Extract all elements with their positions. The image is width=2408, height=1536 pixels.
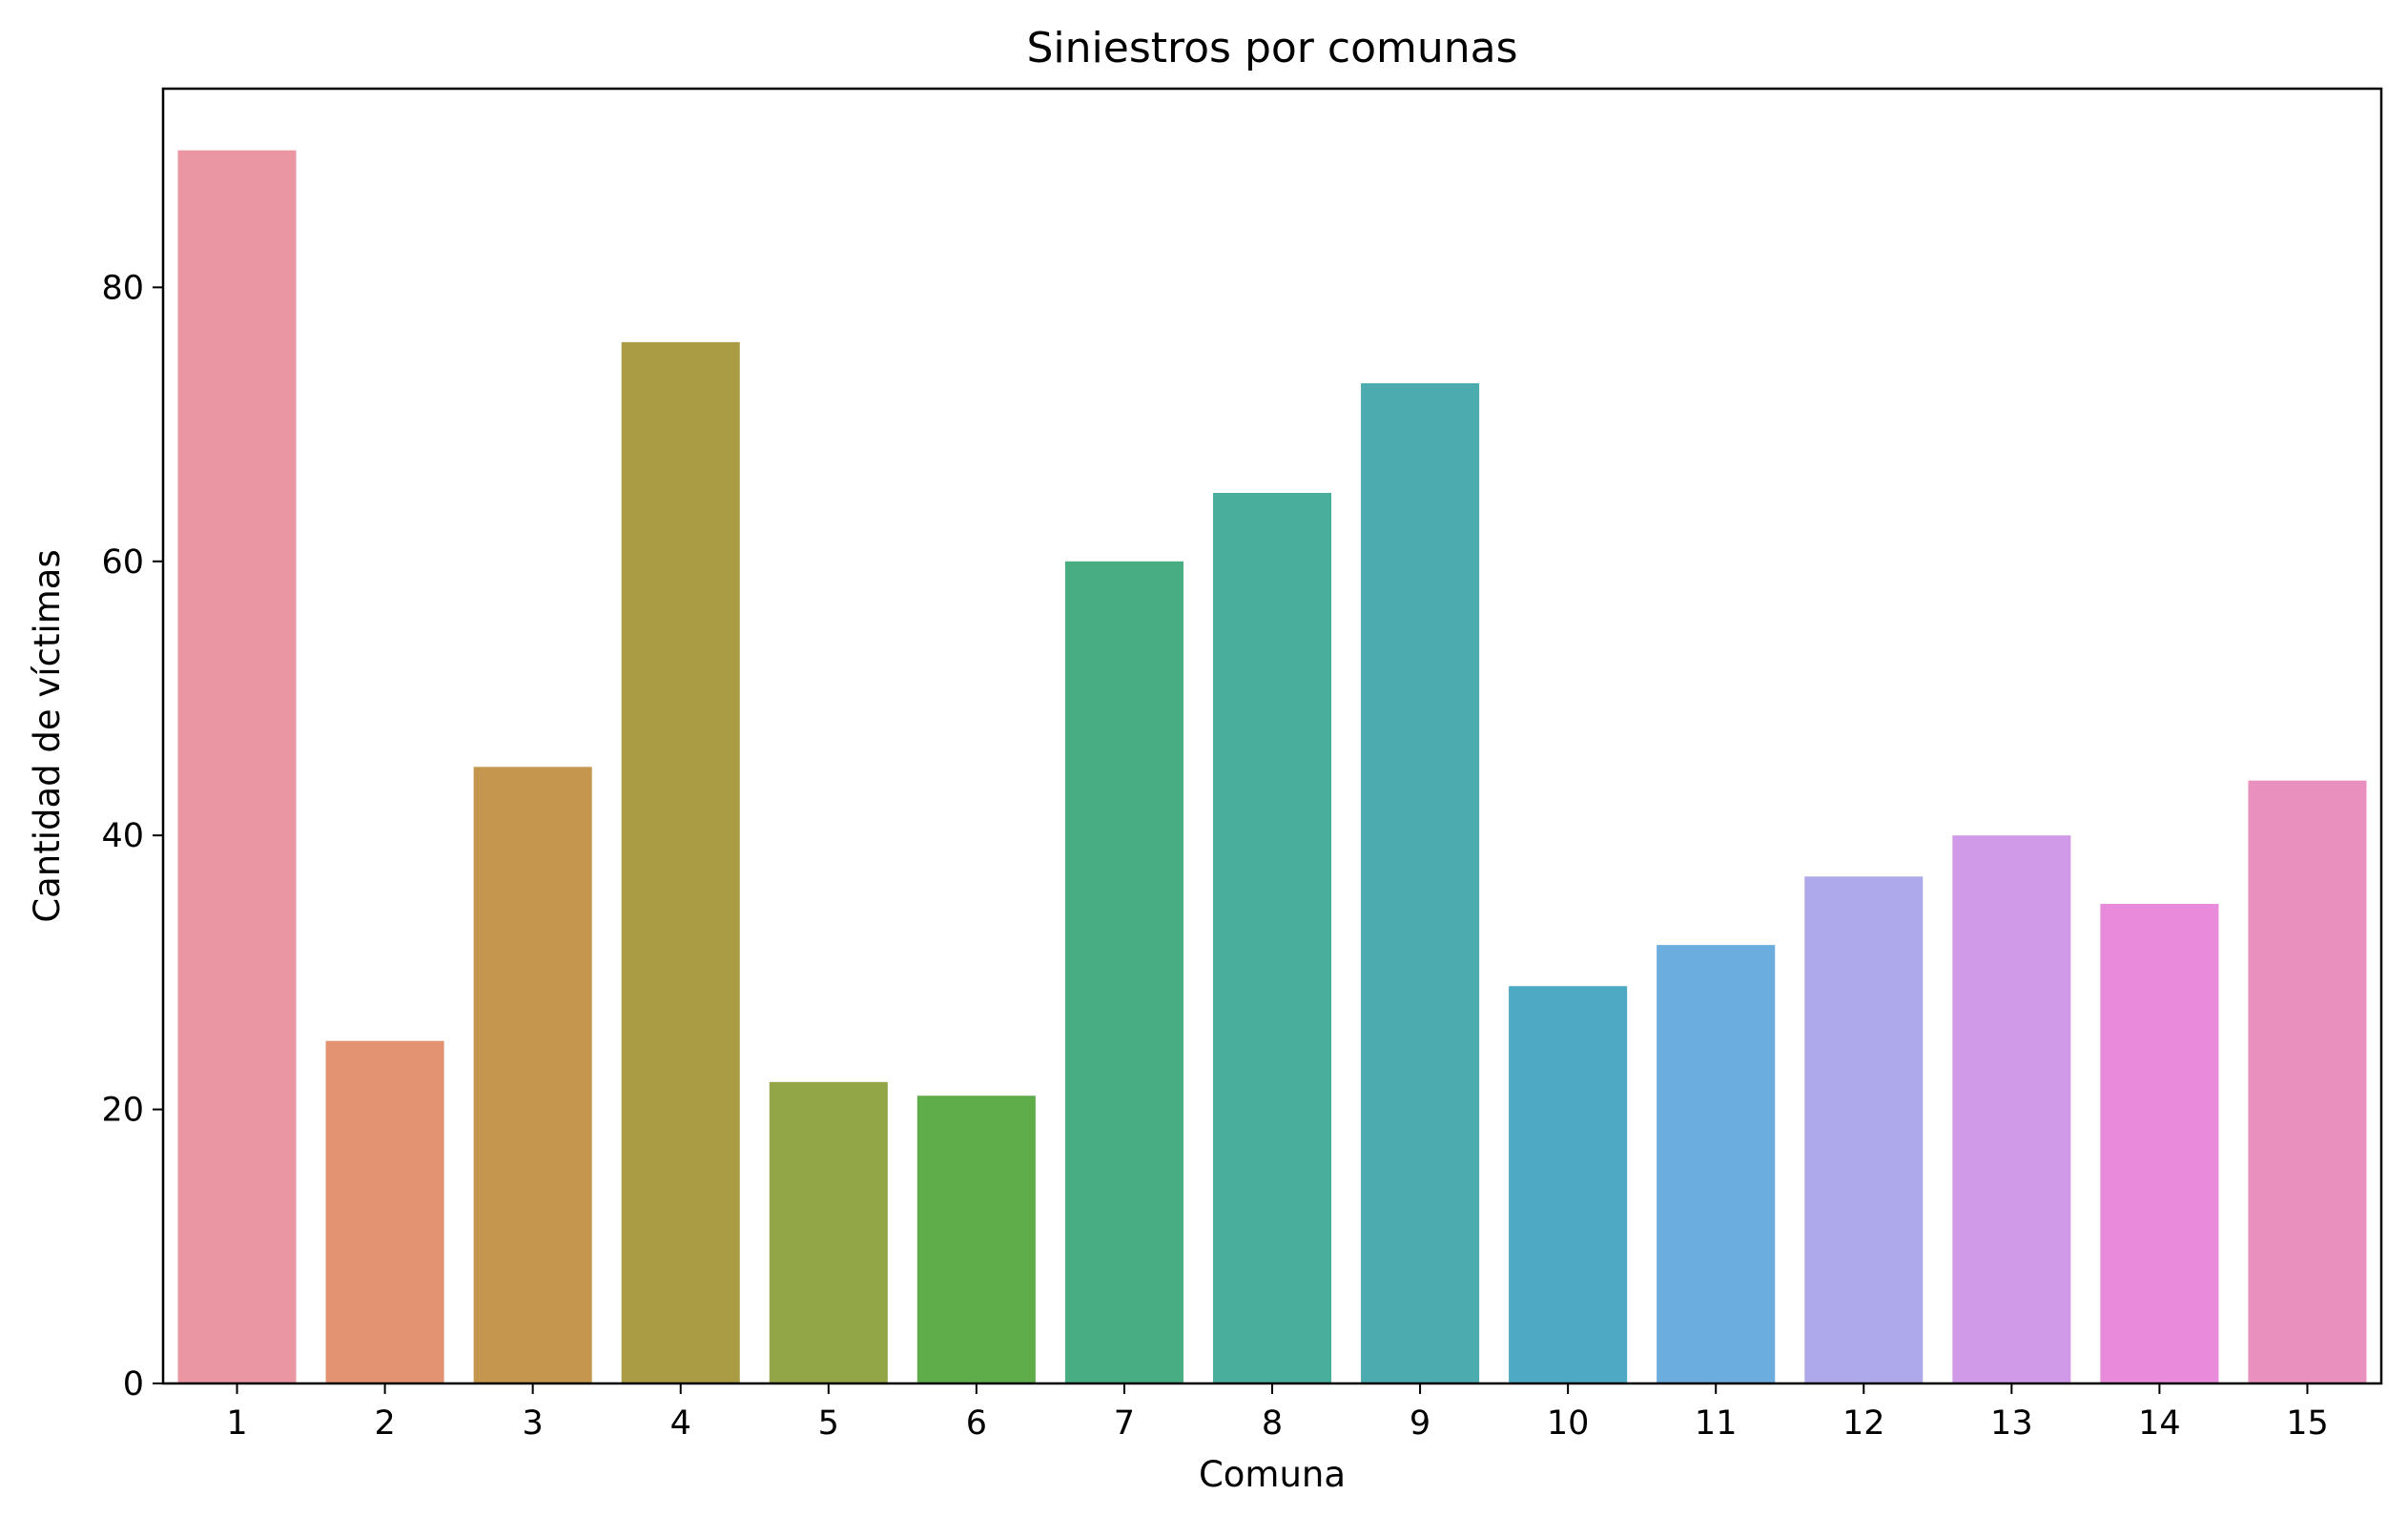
x-tick-label: 7: [1114, 1404, 1135, 1443]
bar-comuna-4: [621, 341, 740, 1384]
x-tick-label: 11: [1695, 1404, 1738, 1443]
x-tick-label: 10: [1547, 1404, 1590, 1443]
bar-comuna-13: [1952, 835, 2071, 1383]
bar-comuna-14: [2100, 904, 2219, 1383]
y-tick-label: 80: [101, 269, 144, 307]
x-tick-label: 8: [1262, 1404, 1283, 1443]
bar-comuna-3: [473, 767, 592, 1383]
plot-frame: [161, 87, 2383, 1385]
bar-comuna-2: [325, 1040, 444, 1383]
bar-comuna-1: [177, 150, 297, 1384]
x-tick-label: 6: [966, 1404, 987, 1443]
x-axis-label: Comuna: [1199, 1454, 1346, 1495]
y-axis-ticks: 0 20 40 60 80: [101, 269, 163, 1403]
bar-comuna-12: [1804, 876, 1924, 1383]
bars-group: [177, 150, 2367, 1384]
x-tick-label: 4: [670, 1404, 691, 1443]
y-axis-label: Cantidad de víctimas: [27, 549, 68, 922]
x-tick-label: 15: [2286, 1404, 2329, 1443]
x-tick-label: 1: [226, 1404, 247, 1443]
bar-comuna-6: [916, 1096, 1036, 1383]
x-tick-label: 2: [374, 1404, 395, 1443]
bar-comuna-9: [1361, 382, 1480, 1384]
x-tick-label: 3: [523, 1404, 544, 1443]
x-tick-label: 14: [2138, 1404, 2181, 1443]
bar-comuna-11: [1657, 945, 1776, 1383]
y-tick-label: 20: [101, 1092, 144, 1130]
bar-comuna-5: [769, 1081, 888, 1383]
x-tick-label: 5: [818, 1404, 839, 1443]
bar-comuna-15: [2248, 780, 2367, 1383]
x-tick-label: 9: [1410, 1404, 1430, 1443]
bar-comuna-7: [1064, 561, 1183, 1383]
y-tick-label: 40: [101, 817, 144, 855]
x-tick-label: 13: [1990, 1404, 2033, 1443]
chart-title: Siniestros por comunas: [1026, 24, 1517, 72]
y-tick-label: 0: [123, 1365, 144, 1403]
y-tick-label: 60: [101, 543, 144, 582]
bar-comuna-8: [1212, 492, 1332, 1383]
x-tick-label: 12: [1842, 1404, 1885, 1443]
bar-comuna-10: [1509, 986, 1628, 1383]
x-axis-ticks: 1 2 3 4 5 6 7 8 9 10 11 12 13 14 15: [226, 1383, 2329, 1443]
